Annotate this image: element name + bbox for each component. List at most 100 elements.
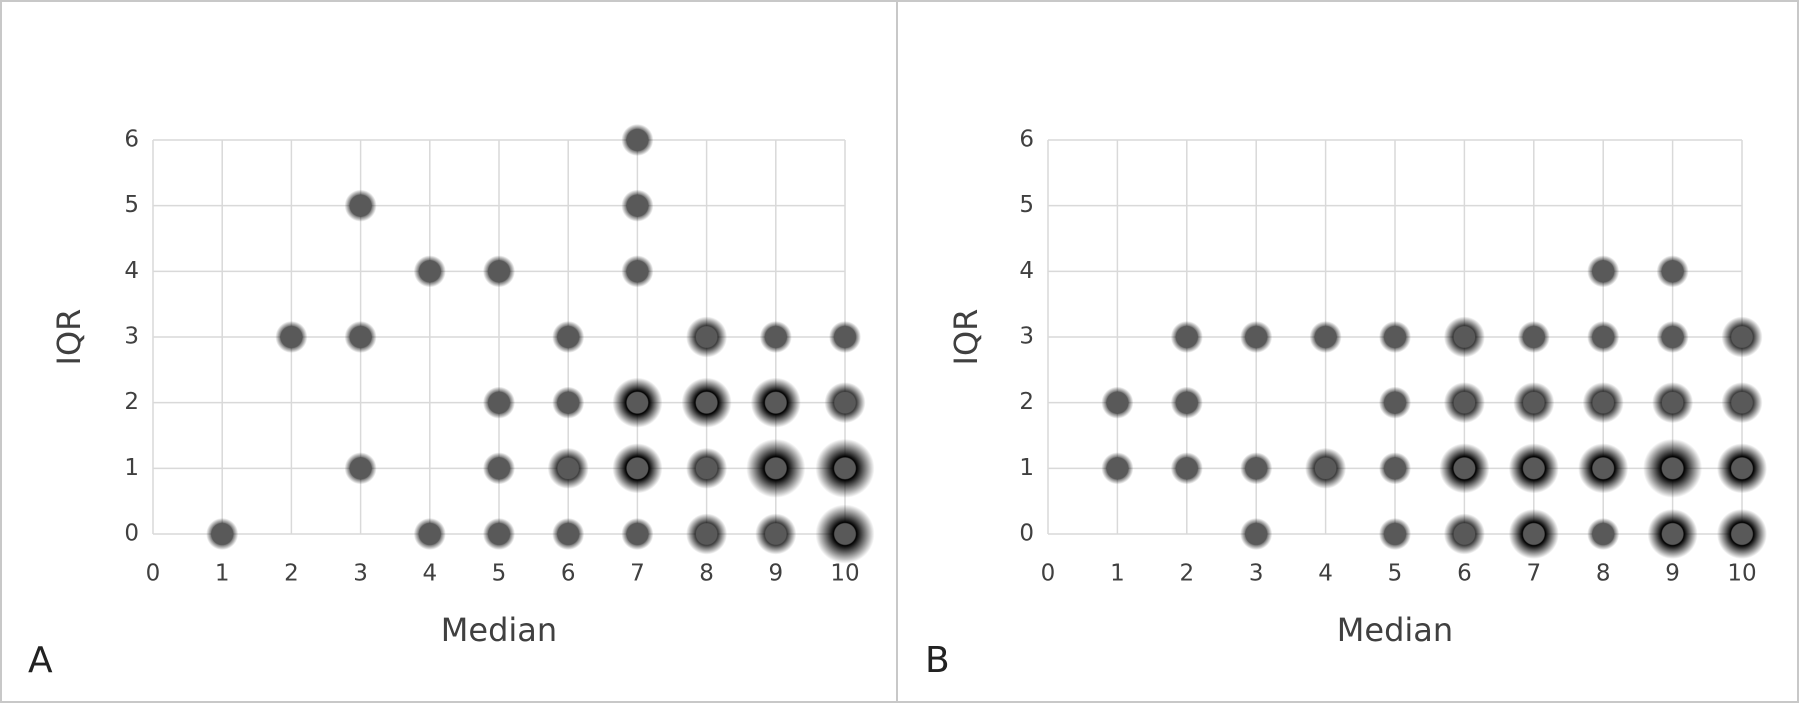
point [1309,321,1342,353]
point [612,377,663,428]
x-tick-label: 9 [1665,561,1680,587]
x-tick-label: 0 [146,561,161,587]
point [1587,255,1620,288]
panel-label: B [925,640,950,681]
point [552,386,585,419]
x-tick-label: 6 [1457,561,1472,587]
x-tick-label: 10 [830,561,859,587]
point [686,513,728,555]
point [1587,321,1620,353]
point [1643,438,1703,498]
point [483,386,515,419]
x-tick-label: 4 [422,561,437,587]
x-tick-label: 2 [1179,561,1194,587]
point [1517,321,1550,353]
y-tick-label: 2 [1019,389,1034,415]
y-tick-label: 0 [1019,521,1034,547]
point [1170,321,1203,353]
y-tick-label: 0 [124,521,139,547]
point [1240,452,1273,485]
x-tick-label: 1 [1110,561,1125,587]
y-tick-label: 3 [124,324,139,350]
point [824,382,866,424]
y-axis-title: IQR [947,309,985,366]
x-tick-label: 9 [768,561,783,587]
point [1508,443,1559,494]
point [1443,316,1485,358]
point [1587,518,1620,550]
y-tick-label: 1 [1019,455,1034,481]
point [681,377,732,428]
y-tick-label: 3 [1019,324,1034,350]
x-axis-title: Median [441,611,557,649]
point [483,518,515,550]
y-tick-label: 6 [124,127,139,153]
y-tick-label: 1 [124,455,139,481]
point [1578,443,1629,494]
point [344,321,377,353]
point [206,518,239,550]
point [413,255,446,288]
point [1717,443,1767,494]
x-tick-label: 4 [1318,561,1333,587]
point [552,518,585,550]
point [344,189,377,222]
point [1439,443,1490,494]
point [344,452,377,485]
x-tick-label: 7 [630,561,645,587]
x-tick-label: 8 [1596,561,1611,587]
y-tick-label: 2 [124,389,139,415]
y-tick-label: 5 [1019,192,1034,218]
point [1170,386,1203,419]
x-tick-label: 5 [492,561,507,587]
point [547,447,589,489]
y-tick-label: 4 [1019,258,1034,284]
point [746,438,806,498]
x-tick-label: 1 [215,561,230,587]
point [1721,316,1763,358]
point [1721,382,1763,424]
point [759,321,792,353]
point [1101,452,1134,485]
y-tick-label: 5 [124,192,139,218]
point [1305,447,1347,489]
panel-label: A [28,640,53,681]
point [1379,321,1411,353]
point [483,255,515,288]
point [755,513,797,555]
point [1656,321,1689,353]
point [1443,513,1485,555]
point [750,377,801,428]
x-tick-label: 8 [699,561,714,587]
point [1240,518,1273,550]
point [1717,509,1767,559]
point [1240,321,1273,353]
x-tick-label: 10 [1727,561,1756,587]
point [621,189,654,222]
point [413,518,446,550]
point [1513,382,1555,424]
point [1101,386,1134,419]
point [1652,382,1694,424]
point [1647,509,1698,559]
x-tick-label: 5 [1388,561,1403,587]
point [1379,386,1411,419]
point [1656,255,1689,288]
x-tick-label: 7 [1526,561,1541,587]
point [483,452,515,485]
point [1508,509,1559,559]
point [686,316,728,358]
x-axis-title: Median [1337,611,1453,649]
x-tick-label: 0 [1041,561,1056,587]
point [1582,382,1624,424]
point [621,518,654,550]
point [1443,382,1485,424]
point [552,321,585,353]
point [612,443,663,494]
point [1379,518,1411,550]
x-tick-label: 3 [353,561,368,587]
x-tick-label: 3 [1249,561,1264,587]
point [621,255,654,288]
